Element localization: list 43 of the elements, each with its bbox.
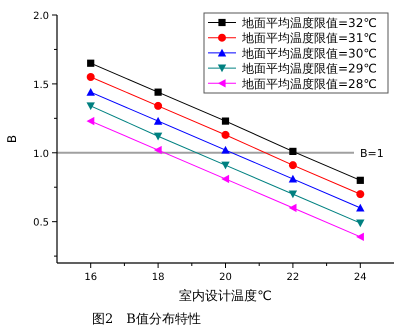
point [154,132,162,140]
point [154,88,162,96]
x-tick-label: 22 [286,272,300,283]
legend-label: 地面平均温度限值=31℃ [241,31,377,46]
point [288,190,298,198]
x-tick-label: 18 [152,272,164,283]
y-tick-label: 0.5 [33,218,49,229]
x-axis-title: 室内设计温度℃ [179,288,272,304]
point [356,219,364,228]
y-tick-label: 2.0 [33,11,49,22]
x-tick-label: 16 [84,272,98,283]
x-tick-label: 20 [219,272,232,283]
legend-label: 地面平均温度限值=32℃ [241,16,377,30]
point [356,204,364,212]
y-tick-label: 1.5 [33,80,49,91]
point [356,232,364,242]
point [154,102,162,110]
point [86,73,95,81]
point [221,146,230,154]
point [222,130,230,139]
legend-label: 地面平均温度限值=30℃ [241,46,377,60]
ref-line-label: B=1 [360,146,384,160]
y-tick-label: 1.0 [33,148,49,160]
point [86,102,95,110]
point [289,148,296,155]
y-axis-title: B [5,134,19,144]
point [356,176,364,184]
point [288,204,296,212]
point [154,116,162,125]
legend-label: 地面平均温度限值=28℃ [241,76,377,91]
point [86,88,95,96]
point [222,117,230,125]
x-tick-label: 24 [354,272,367,283]
point [288,174,298,183]
point [288,161,297,170]
legend-label: 地面平均温度限值=29℃ [241,62,377,76]
point [356,190,364,198]
caption: 图2 B值分布特性 [92,312,201,327]
point [87,60,94,67]
point [154,146,162,154]
point [221,174,230,184]
point [86,116,94,126]
point [221,162,230,170]
